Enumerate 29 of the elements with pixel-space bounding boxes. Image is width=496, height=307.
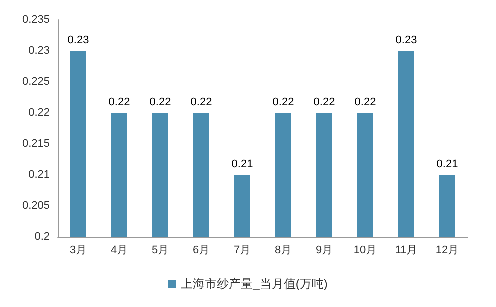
x-tick-label: 5月 bbox=[152, 244, 170, 256]
x-tick-label: 3月 bbox=[70, 244, 88, 256]
data-label: 0.22 bbox=[314, 96, 336, 108]
x-tick-label: 10月 bbox=[354, 244, 378, 256]
legend-label: 上海市纱产量_当月值(万吨) bbox=[181, 277, 328, 291]
y-tick-label: 0.205 bbox=[22, 200, 50, 212]
y-tick-label: 0.22 bbox=[28, 107, 50, 119]
data-label: 0.22 bbox=[272, 96, 294, 108]
x-tick-label: 12月 bbox=[436, 244, 460, 256]
x-tick-label: 8月 bbox=[274, 244, 292, 256]
data-label: 0.21 bbox=[436, 158, 458, 170]
data-label: 0.22 bbox=[150, 96, 172, 108]
data-label: 0.22 bbox=[354, 96, 376, 108]
y-tick-label: 0.225 bbox=[22, 76, 50, 88]
y-tick-label: 0.23 bbox=[28, 45, 50, 57]
y-tick-label: 0.235 bbox=[22, 14, 50, 26]
x-tick-label: 6月 bbox=[192, 244, 210, 256]
data-label: 0.21 bbox=[232, 158, 254, 170]
data-label: 0.23 bbox=[68, 34, 90, 46]
x-tick-label: 9月 bbox=[316, 244, 334, 256]
data-label: 0.23 bbox=[396, 34, 418, 46]
y-tick-label: 0.2 bbox=[34, 231, 50, 243]
x-tick-label: 4月 bbox=[110, 244, 128, 256]
data-label: 0.22 bbox=[108, 96, 130, 108]
x-tick-label: 11月 bbox=[395, 244, 418, 256]
y-tick-label: 0.21 bbox=[28, 169, 50, 181]
x-tick-label: 7月 bbox=[234, 244, 252, 256]
y-tick-label: 0.215 bbox=[22, 138, 50, 150]
data-label: 0.22 bbox=[190, 96, 212, 108]
